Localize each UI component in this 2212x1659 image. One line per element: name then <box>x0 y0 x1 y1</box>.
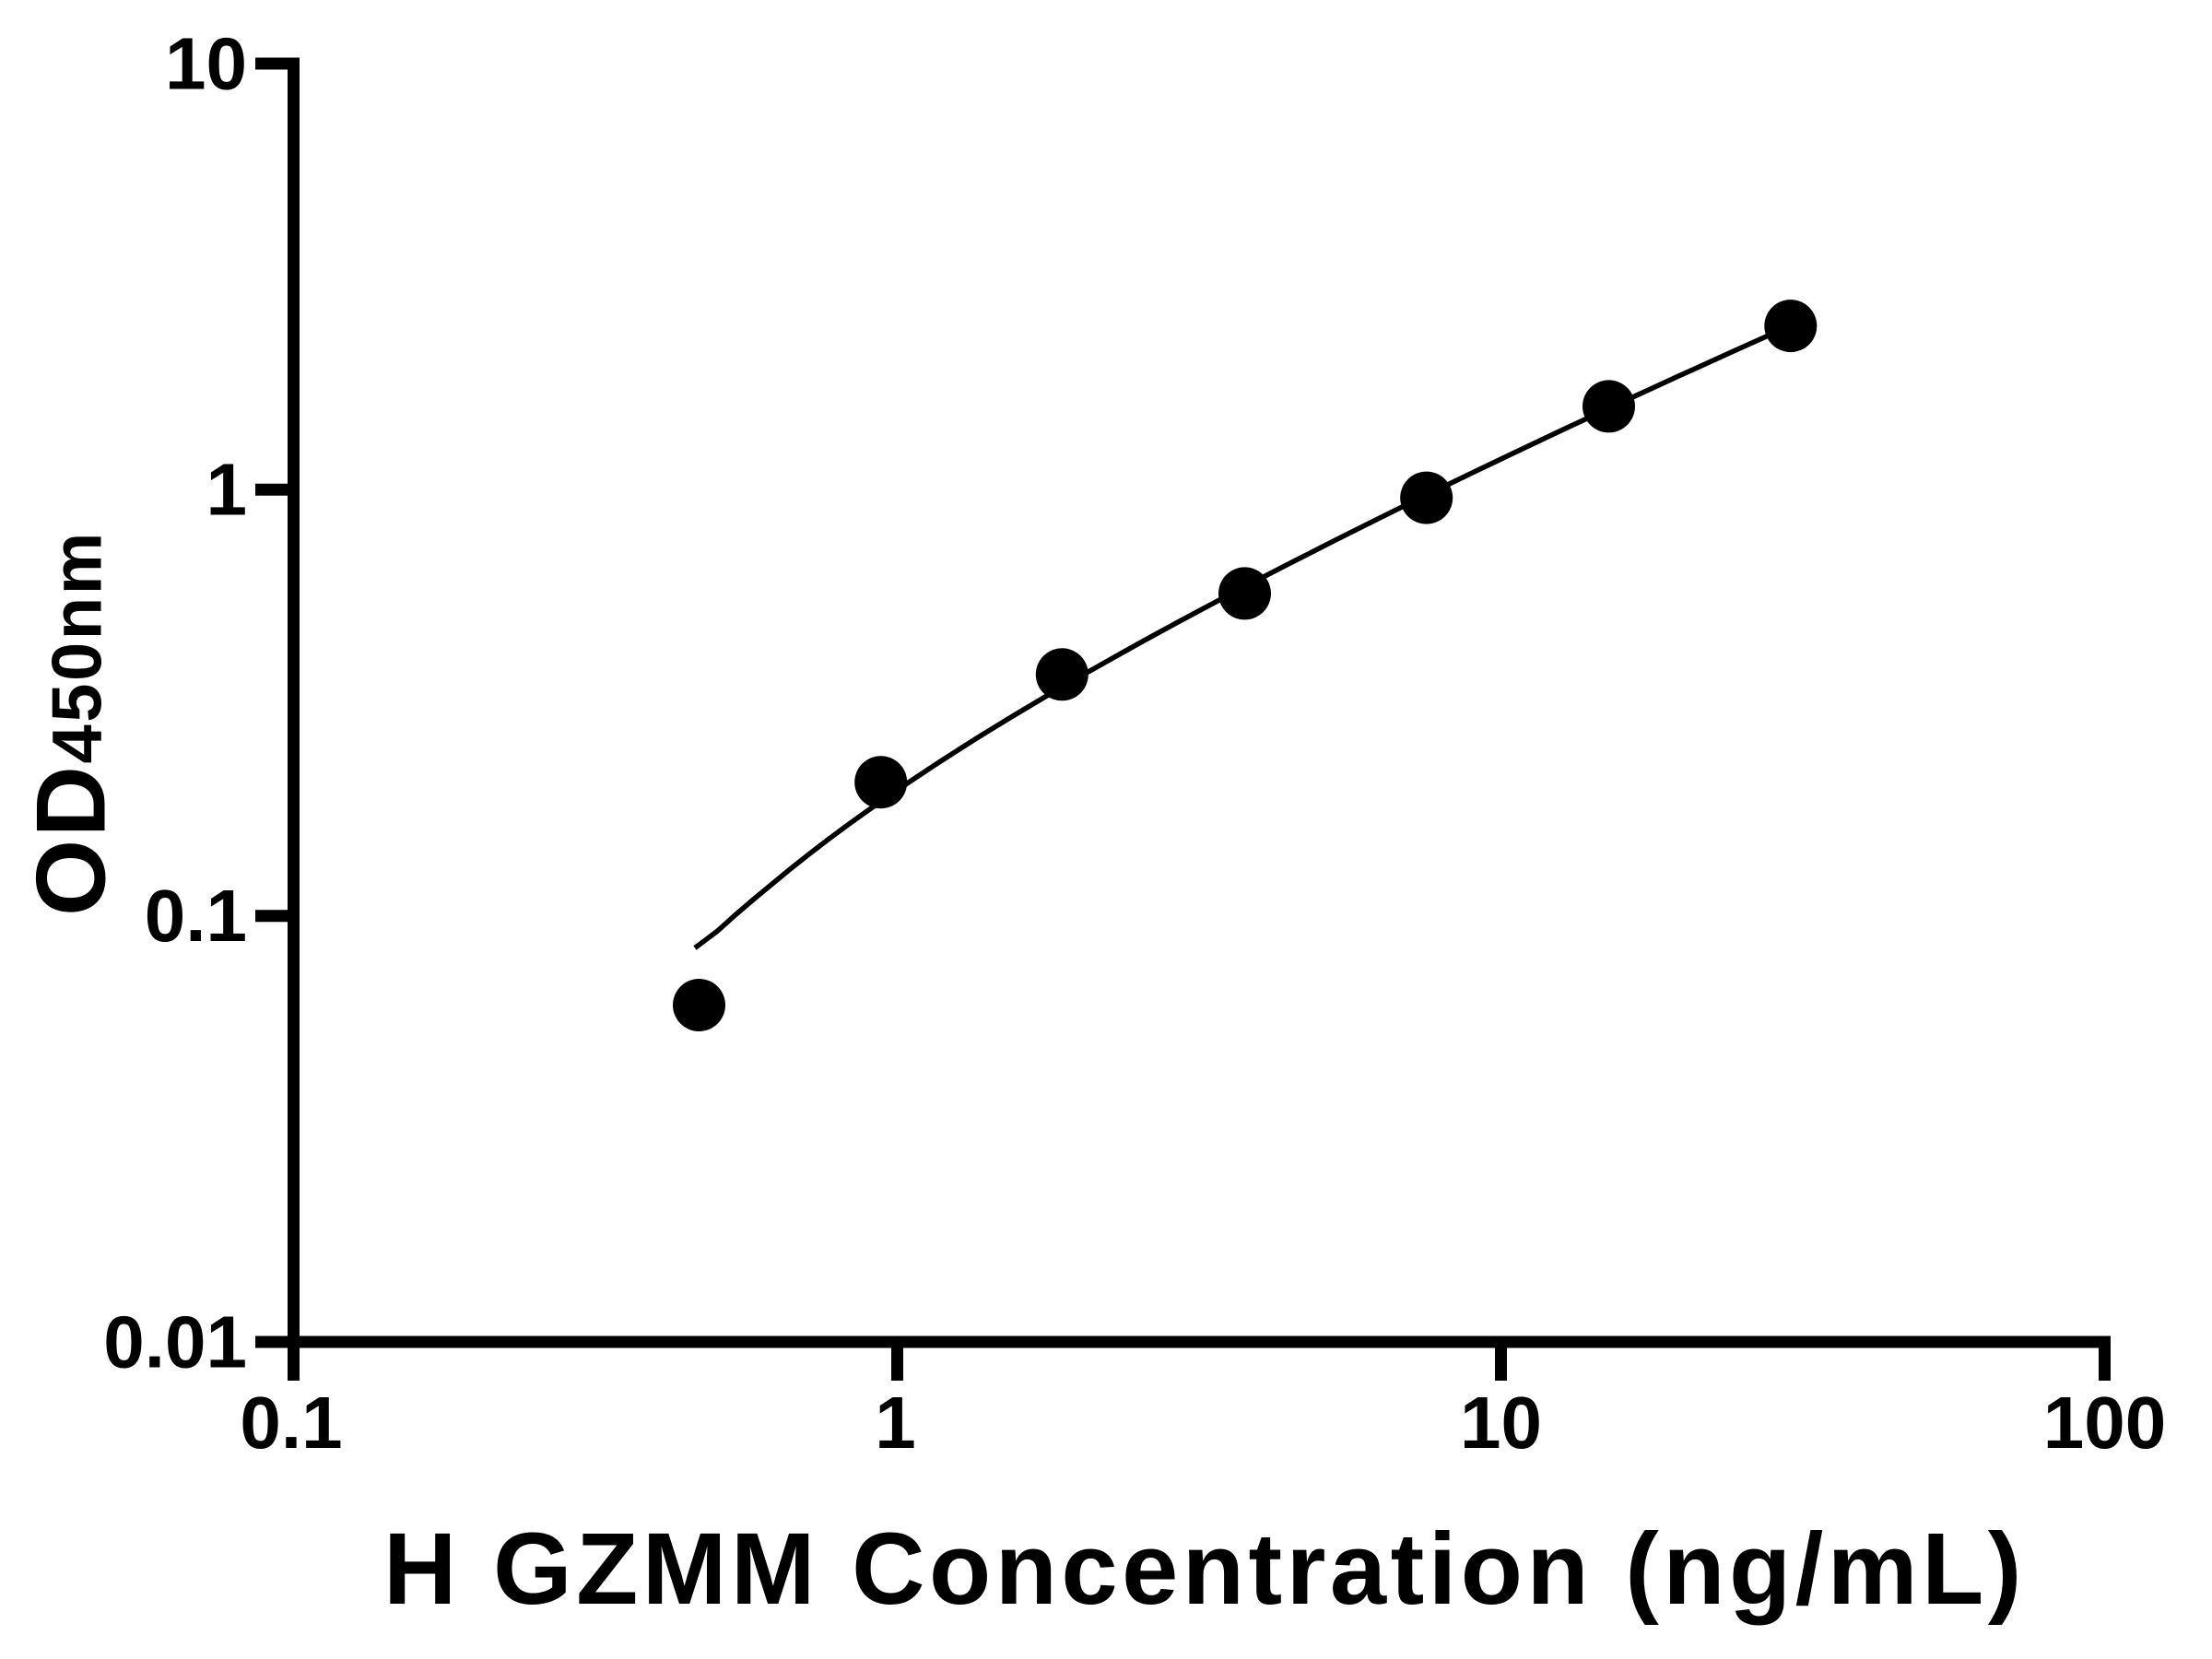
svg-text:0.01: 0.01 <box>103 1301 247 1383</box>
svg-text:1: 1 <box>875 1382 916 1464</box>
svg-text:H GZMM Concentration (ng/mL): H GZMM Concentration (ng/mL) <box>383 1512 2026 1626</box>
svg-text:0.1: 0.1 <box>240 1382 342 1464</box>
svg-text:10: 10 <box>1460 1382 1542 1464</box>
svg-text:10: 10 <box>165 23 247 105</box>
svg-text:100: 100 <box>2043 1382 2166 1464</box>
svg-text:1: 1 <box>206 449 248 531</box>
svg-text:0.1: 0.1 <box>145 875 247 957</box>
